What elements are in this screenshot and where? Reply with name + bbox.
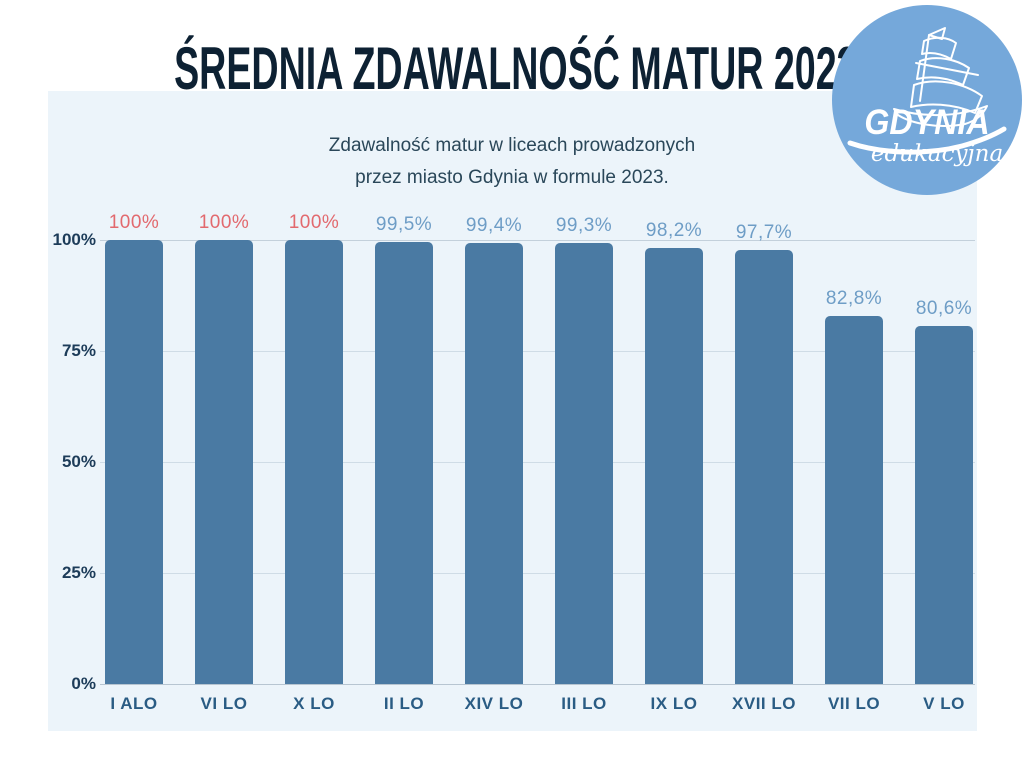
chart-subtitle-line1: Zdawalność matur w liceach prowadzonych [328, 135, 696, 156]
bar-value-label: 100% [288, 212, 340, 233]
logo-name: GDYNIA [864, 103, 990, 142]
gridline [100, 240, 975, 241]
bar-value-label: 80,6% [915, 298, 973, 319]
bar-value-label: 100% [108, 212, 160, 233]
bar-value-label: 97,7% [735, 222, 793, 243]
y-axis-label: 75% [61, 341, 96, 360]
bar [105, 240, 163, 684]
bar [555, 243, 613, 684]
gridline [100, 462, 975, 463]
x-axis-label: X LO [293, 694, 335, 713]
logo-tagline: edukacyjna [870, 141, 1004, 167]
x-axis-label: V LO [923, 694, 965, 713]
bar-value-label: 99,5% [375, 214, 433, 235]
x-axis-label: IX LO [650, 694, 698, 713]
gridline [100, 684, 975, 685]
page-title: ŚREDNIA ZDAWALNOŚĆ MATUR 2023 [174, 35, 858, 103]
bar-value-label: 98,2% [645, 220, 703, 241]
y-axis-label: 100% [52, 230, 96, 249]
gridline [100, 573, 975, 574]
x-axis-label: XIV LO [464, 694, 524, 713]
bar-value-label: 99,4% [465, 215, 523, 236]
x-axis-label: II LO [383, 694, 425, 713]
y-axis-label: 0% [71, 674, 96, 693]
bar [465, 243, 523, 684]
bar [285, 240, 343, 684]
x-axis-label: VI LO [200, 694, 248, 713]
bar [645, 248, 703, 684]
chart-subtitle-line2: przez miasto Gdynia w formule 2023. [355, 167, 669, 188]
bar-value-label: 100% [198, 212, 250, 233]
bar-value-label: 82,8% [825, 288, 883, 309]
chart-subtitle: Zdawalność matur w liceach prowadzonych … [0, 130, 1024, 194]
sailing-ship-icon [847, 27, 1007, 155]
y-axis-label: 50% [61, 452, 96, 471]
bar [915, 326, 973, 684]
wave-swoosh [847, 126, 1007, 155]
bar [375, 242, 433, 684]
gdynia-edukacyjna-logo: GDYNIA edukacyjna [832, 5, 1022, 195]
x-axis-label: I ALO [110, 694, 158, 713]
bar [195, 240, 253, 684]
x-axis-label: VII LO [827, 694, 881, 713]
bar [735, 250, 793, 684]
y-axis-label: 25% [61, 563, 96, 582]
bar-value-label: 99,3% [555, 215, 613, 236]
x-axis-label: XVII LO [732, 694, 796, 713]
x-axis-label: III LO [561, 694, 607, 713]
bar [825, 316, 883, 684]
gridline [100, 351, 975, 352]
